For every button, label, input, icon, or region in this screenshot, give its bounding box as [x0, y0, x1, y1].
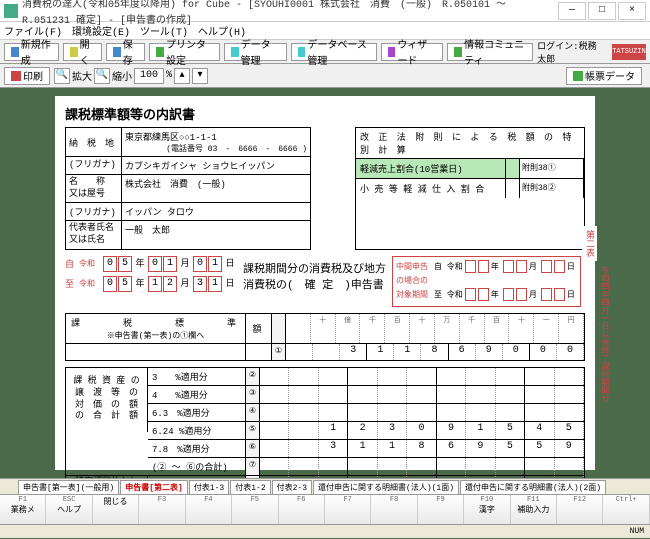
table-2: 課 税 資 産 の 譲 渡 等 の 対 価 の 額 の 合 計 額 3 %適用分… — [65, 367, 585, 478]
zoom-up[interactable]: ▴ — [174, 68, 190, 84]
period-title: 課税期間分の消費税及び地方 消費税の( 確 定 )申告書 — [243, 256, 386, 292]
sheet-tabs: 申告書[第一表](一般用)申告書[第二表]付表1-3付表1-2付表2-3還付申告… — [0, 478, 650, 494]
addr-value: 東京都練馬区○○1-1-1 — [125, 130, 307, 143]
toolbar-main: 新規作成 開く 保存 プリンタ設定 データ管理 データベース管理 ウィザード 情… — [0, 40, 650, 64]
open-button[interactable]: 開く — [63, 43, 102, 61]
sheet-tab[interactable]: 申告書[第二表] — [120, 480, 188, 494]
import-icon — [573, 71, 583, 81]
sheet-tab[interactable]: 還付申告に関する明細書(法人)(1面) — [313, 480, 459, 494]
info-icon — [454, 47, 462, 57]
minimize-button[interactable]: — — [558, 2, 586, 20]
login-label: ログイン:税務 太郎 — [537, 39, 604, 65]
fkey[interactable]: F9 — [418, 495, 464, 524]
data-icon — [231, 47, 239, 57]
zoom-dn[interactable]: ▾ — [192, 68, 208, 84]
fkey[interactable]: F8 — [371, 495, 417, 524]
fkey[interactable]: ESCヘルプ — [46, 495, 92, 524]
fkey[interactable]: F7 — [325, 495, 371, 524]
doc-title: 課税標準額等の内訳書 — [65, 104, 585, 123]
status-bar: NUM — [0, 524, 650, 538]
fkey[interactable]: Ctrl+ — [603, 495, 649, 524]
zoomin-button[interactable]: 🔍 — [54, 68, 70, 84]
sheet-tab[interactable]: 付表1-2 — [230, 480, 270, 494]
zoomout-button[interactable]: 🔍 — [94, 68, 110, 84]
side-tab: 第二表 — [582, 226, 597, 261]
dbmgmt-button[interactable]: データベース管理 — [291, 43, 377, 61]
fkey[interactable]: F1業務メ — [0, 495, 46, 524]
table-1: 課 税 標 準※申告書(第一表)の①欄へ 額 十億千百十万千百十一円 ① 311… — [65, 313, 585, 361]
printset-button[interactable]: プリンタ設定 — [149, 43, 220, 61]
print-icon — [11, 71, 21, 81]
fkey[interactable]: F11補助入力 — [511, 495, 557, 524]
app-icon — [4, 4, 18, 18]
side-text: 令和四年四月一日以後終了課税期間分 — [599, 266, 609, 402]
import-button[interactable]: 帳票データ — [566, 67, 642, 85]
law-block: 改 正 法 附 則 に よ る 税 額 の 特 別 計 算 軽減売上割合(10営… — [355, 127, 585, 250]
tel-value: (電話番号 03 - 6666 - 6666 ) — [125, 143, 307, 154]
function-keys: F1業務メESCヘルプ閉じるF3F4F5F6F7F8F9F10漢字F11補助入力… — [0, 494, 650, 524]
fkey[interactable]: F10漢字 — [464, 495, 510, 524]
maximize-button[interactable]: □ — [588, 2, 616, 20]
fkey[interactable]: F3 — [139, 495, 185, 524]
zoom-controls: 🔍拡大 🔍縮小 % ▴ ▾ — [54, 68, 208, 84]
new-button[interactable]: 新規作成 — [4, 43, 59, 61]
sheet-tab[interactable]: 付表1-3 — [189, 480, 229, 494]
new-icon — [11, 47, 19, 57]
brand-logo: TATSUZIN — [612, 44, 646, 60]
info-button[interactable]: 情報コミュニティ — [447, 43, 533, 61]
fkey[interactable]: F5 — [232, 495, 278, 524]
save-icon — [113, 47, 121, 57]
sheet-tab[interactable]: 還付申告に関する明細書(法人)(2面) — [460, 480, 606, 494]
fkey[interactable]: F12 — [557, 495, 603, 524]
wizard-button[interactable]: ウィザード — [381, 43, 444, 61]
save-button[interactable]: 保存 — [106, 43, 145, 61]
db-icon — [298, 47, 306, 57]
document-viewport[interactable]: 課税標準額等の内訳書 納 税 地 東京都練馬区○○1-1-1 (電話番号 03 … — [0, 88, 650, 478]
zoom-input[interactable] — [134, 68, 164, 84]
sheet-tab[interactable]: 申告書[第一表](一般用) — [18, 480, 119, 494]
print-button[interactable]: 印刷 — [4, 67, 50, 85]
interim-block: 中間申告自 令和年月日 の場合の 対象期間至 令和年月日 — [392, 256, 581, 307]
taxpayer-block: 納 税 地 東京都練馬区○○1-1-1 (電話番号 03 - 6666 - 66… — [65, 127, 311, 250]
addr-label: 納 税 地 — [66, 128, 122, 156]
period-block: 自 令和 05年01月01日 至 令和 05年12月31日 — [65, 256, 237, 296]
form-page: 課税標準額等の内訳書 納 税 地 東京都練馬区○○1-1-1 (電話番号 03 … — [55, 96, 595, 470]
printer-icon — [156, 47, 164, 57]
sheet-tab[interactable]: 付表2-3 — [272, 480, 312, 494]
rep-name: 一般 太郎 — [122, 221, 310, 248]
company-name: 株式会社 消費 (一般) — [122, 175, 310, 202]
fkey[interactable]: F6 — [279, 495, 325, 524]
close-button[interactable]: × — [618, 2, 646, 20]
toolbar-sub: 印刷 🔍拡大 🔍縮小 % ▴ ▾ 帳票データ — [0, 64, 650, 88]
wizard-icon — [388, 47, 396, 57]
fkey[interactable]: F4 — [186, 495, 232, 524]
fkey[interactable]: 閉じる — [93, 495, 139, 524]
datamgmt-button[interactable]: データ管理 — [224, 43, 287, 61]
open-icon — [70, 47, 78, 57]
